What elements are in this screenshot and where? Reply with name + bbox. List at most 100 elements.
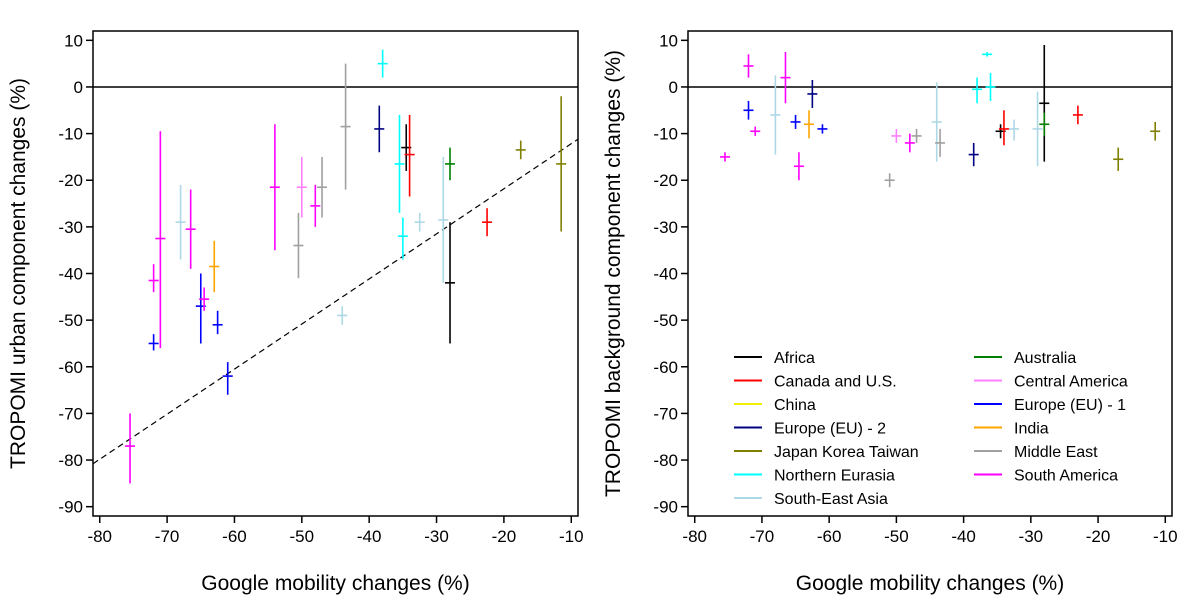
legend-entry: South-East Asia xyxy=(734,491,888,508)
data-point xyxy=(1113,147,1124,171)
legend-entry: Northern Eurasia xyxy=(734,468,895,485)
data-point xyxy=(780,51,791,104)
y-tick-label: -70 xyxy=(653,404,678,423)
x-tick-label: -10 xyxy=(559,527,584,546)
x-tick-label: -50 xyxy=(884,527,909,546)
y-tick-label: -70 xyxy=(58,404,83,423)
data-point xyxy=(1039,112,1050,136)
legend-entry: Europe (EU) - 1 xyxy=(974,397,1126,414)
data-point xyxy=(209,240,220,293)
y-tick-label: -90 xyxy=(653,498,678,517)
legend-label: Australia xyxy=(1014,350,1076,367)
x-tick-label: -30 xyxy=(424,527,449,546)
y-tick-label: -80 xyxy=(58,451,83,470)
y-tick-label: -60 xyxy=(58,358,83,377)
legend-label: Europe (EU) - 2 xyxy=(774,421,886,438)
data-point xyxy=(790,114,801,129)
y-axis-label: TROPOMI background component changes (%) xyxy=(602,50,625,497)
legend-entry: Central America xyxy=(974,374,1128,391)
y-tick-label: -20 xyxy=(58,171,83,190)
x-tick-label: -10 xyxy=(1153,527,1178,546)
legend-label: India xyxy=(1014,421,1049,438)
data-point xyxy=(222,362,233,395)
data-point xyxy=(394,114,405,213)
y-tick-label: -50 xyxy=(653,311,678,330)
x-tick-label: -40 xyxy=(951,527,976,546)
legend-label: South America xyxy=(1014,468,1118,485)
data-point xyxy=(972,77,983,104)
y-axis-label: TROPOMI urban component changes (%) xyxy=(7,78,30,469)
legend-entry: Australia xyxy=(974,350,1076,367)
data-point xyxy=(556,96,567,232)
data-point xyxy=(743,54,754,78)
data-point xyxy=(175,184,186,260)
data-point xyxy=(1009,119,1020,141)
legend-entry: Europe (EU) - 2 xyxy=(734,421,886,438)
legend-label: Europe (EU) - 1 xyxy=(1014,397,1126,414)
data-point xyxy=(414,212,425,232)
x-tick-label: -50 xyxy=(290,527,315,546)
data-point xyxy=(985,72,996,101)
regression-line xyxy=(92,138,579,465)
data-point xyxy=(148,334,159,351)
data-point xyxy=(998,110,1009,146)
y-tick-label: 0 xyxy=(669,78,678,97)
legend-label: Japan Korea Taiwan xyxy=(774,444,919,461)
plot-frame xyxy=(92,30,579,517)
data-point xyxy=(804,110,814,139)
data-point xyxy=(743,100,754,120)
data-point xyxy=(310,184,321,227)
data-point xyxy=(269,124,280,251)
data-point xyxy=(982,51,993,57)
x-tick-label: -30 xyxy=(1019,527,1044,546)
data-point xyxy=(884,173,895,188)
legend: Africa Australia Canada and U.S. Central Am… xyxy=(734,350,1128,508)
legend-label: South-East Asia xyxy=(774,491,888,508)
y-tick-label: -20 xyxy=(653,171,678,190)
data-point xyxy=(719,152,730,162)
legend-entry: Japan Korea Taiwan xyxy=(734,444,919,461)
data-point xyxy=(293,212,304,279)
y-tick-label: -30 xyxy=(653,218,678,237)
data-point xyxy=(199,287,210,311)
data-point xyxy=(340,63,351,190)
legend-label: China xyxy=(774,397,816,414)
y-tick-label: -10 xyxy=(653,125,678,144)
data-point xyxy=(904,133,915,153)
y-tick-label: 0 xyxy=(74,78,83,97)
data-point xyxy=(935,128,946,157)
data-point xyxy=(1150,121,1161,141)
data-point xyxy=(337,306,348,325)
y-tick-label: 10 xyxy=(659,31,678,50)
x-tick-label: -40 xyxy=(357,527,382,546)
data-point xyxy=(317,156,328,218)
legend-label: Middle East xyxy=(1014,444,1098,461)
data-point xyxy=(445,147,456,181)
x-tick-label: -60 xyxy=(817,527,842,546)
y-tick-label: -60 xyxy=(653,358,678,377)
x-tick-label: -20 xyxy=(1086,527,1111,546)
data-point xyxy=(404,114,415,197)
data-point xyxy=(750,126,761,136)
data-point xyxy=(155,131,166,349)
data-point xyxy=(397,217,408,260)
legend-label: Central America xyxy=(1014,374,1128,391)
data-point xyxy=(296,156,307,218)
x-tick-label: -80 xyxy=(87,527,112,546)
data-point xyxy=(125,413,136,484)
y-tick-label: -80 xyxy=(653,451,678,470)
legend-entry: India xyxy=(974,421,1049,438)
data-point xyxy=(1039,44,1050,162)
x-tick-label: -20 xyxy=(492,527,517,546)
legend-label: Canada and U.S. xyxy=(774,374,897,391)
data-point xyxy=(807,79,818,108)
y-tick-label: -40 xyxy=(58,265,83,284)
data-point xyxy=(770,75,781,155)
y-tick-label: -30 xyxy=(58,218,83,237)
background-panel: -80 -70 -60 -50 -40 -30 -20 -10 10 0 -10 -20 -30 -40 -… xyxy=(602,30,1178,595)
x-axis-label: Google mobility changes (%) xyxy=(796,572,1064,595)
data-point xyxy=(1072,105,1083,125)
data-point xyxy=(817,124,828,134)
